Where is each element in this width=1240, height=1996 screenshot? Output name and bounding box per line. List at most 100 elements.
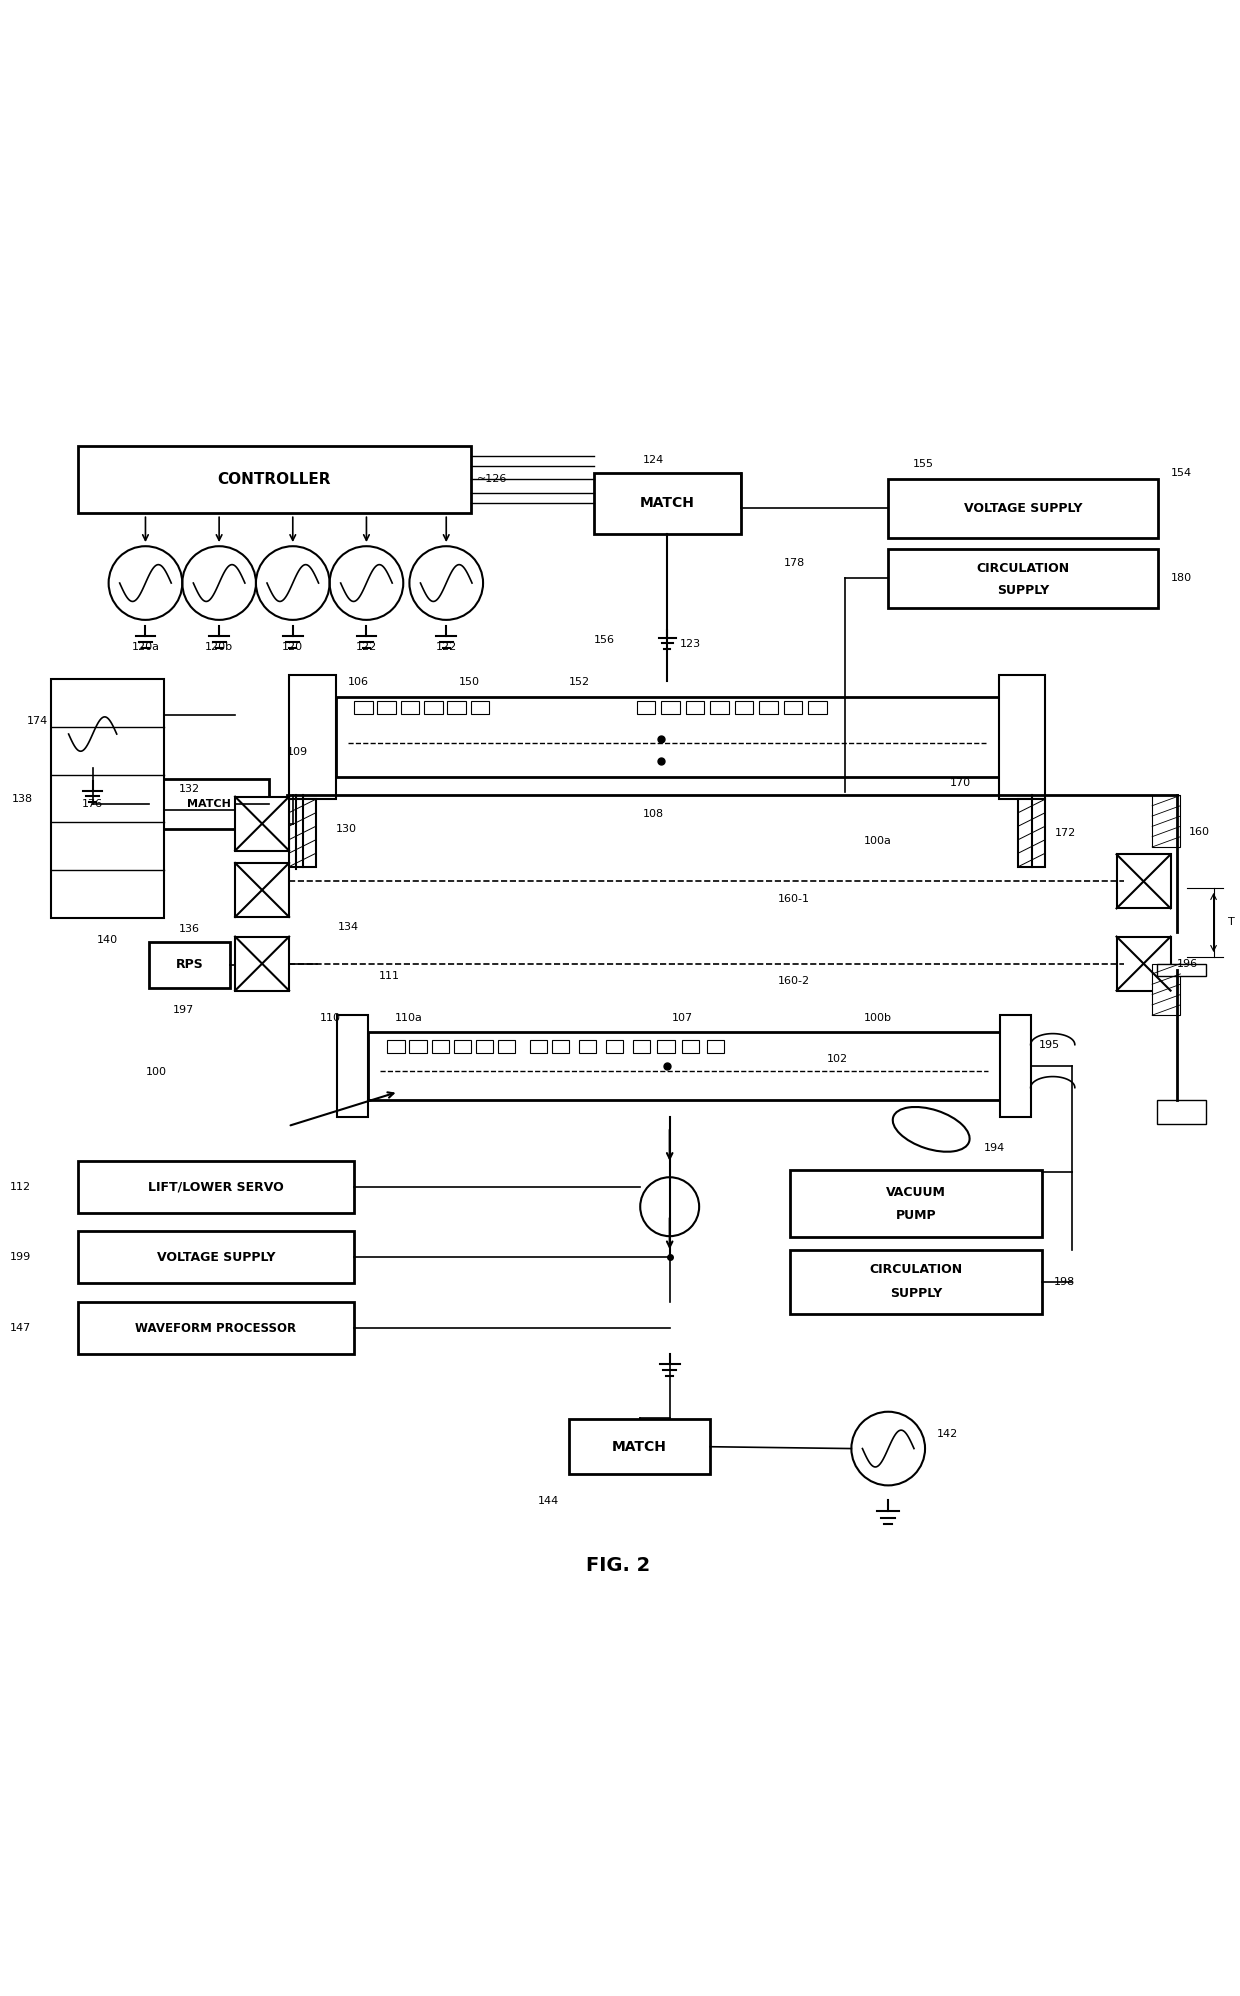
Bar — [78, 1162, 355, 1214]
Text: 107: 107 — [672, 1012, 693, 1022]
Bar — [236, 936, 289, 990]
Text: 109: 109 — [286, 747, 308, 756]
Bar — [682, 1040, 699, 1054]
Bar — [657, 1040, 675, 1054]
Bar — [149, 780, 269, 828]
Bar — [1152, 964, 1180, 1016]
Bar — [759, 701, 777, 715]
Text: 123: 123 — [680, 639, 701, 649]
Text: 110: 110 — [320, 1012, 341, 1022]
Bar — [735, 701, 753, 715]
Text: 160-1: 160-1 — [777, 894, 810, 904]
Text: 172: 172 — [1055, 828, 1076, 838]
Text: 122: 122 — [435, 643, 456, 653]
Bar — [711, 701, 729, 715]
Text: MATCH: MATCH — [613, 1439, 667, 1453]
Text: 132: 132 — [179, 784, 200, 794]
Bar — [454, 1040, 471, 1054]
Text: 106: 106 — [348, 677, 370, 687]
Text: 122: 122 — [356, 643, 377, 653]
Bar — [1018, 798, 1045, 866]
Bar — [790, 1249, 1042, 1313]
Bar — [78, 1303, 355, 1353]
Text: 176: 176 — [82, 798, 103, 808]
Bar — [476, 1040, 492, 1054]
Bar — [569, 1419, 711, 1475]
Bar — [236, 862, 289, 916]
Bar — [808, 701, 827, 715]
Text: 124: 124 — [642, 455, 663, 465]
Bar — [632, 1040, 650, 1054]
Text: 100: 100 — [145, 1066, 166, 1076]
Bar — [661, 701, 680, 715]
Bar — [387, 1040, 404, 1054]
Bar — [51, 679, 164, 918]
Text: 136: 136 — [179, 924, 200, 934]
Bar — [336, 697, 998, 776]
Text: 150: 150 — [459, 677, 480, 687]
Text: CIRCULATION: CIRCULATION — [869, 1263, 962, 1275]
Text: 199: 199 — [10, 1251, 31, 1261]
Bar — [552, 1040, 569, 1054]
Text: 111: 111 — [378, 970, 399, 980]
Text: 197: 197 — [172, 1006, 195, 1016]
Text: 178: 178 — [784, 559, 805, 569]
Text: 195: 195 — [1039, 1040, 1060, 1050]
Text: 134: 134 — [339, 922, 360, 932]
Bar — [606, 1040, 622, 1054]
Bar — [236, 796, 289, 850]
Text: 138: 138 — [11, 794, 32, 804]
Text: 154: 154 — [1171, 467, 1192, 477]
Bar — [636, 701, 655, 715]
Bar — [1157, 1100, 1207, 1124]
Bar — [78, 445, 471, 513]
Bar — [1152, 796, 1180, 846]
Text: SUPPLY: SUPPLY — [997, 585, 1049, 597]
Text: 152: 152 — [569, 677, 590, 687]
Text: VACUUM: VACUUM — [885, 1186, 946, 1200]
Bar — [368, 1032, 999, 1100]
Text: 155: 155 — [913, 459, 934, 469]
Text: ~126: ~126 — [477, 475, 507, 485]
Bar — [998, 675, 1045, 798]
Text: 130: 130 — [336, 824, 357, 834]
Text: 174: 174 — [26, 715, 47, 725]
Bar — [790, 1170, 1042, 1238]
Text: 142: 142 — [937, 1429, 959, 1439]
Text: 194: 194 — [985, 1144, 1006, 1154]
Text: CONTROLLER: CONTROLLER — [217, 471, 331, 487]
Bar — [337, 1016, 368, 1118]
Text: 102: 102 — [827, 1054, 848, 1064]
Text: VOLTAGE SUPPLY: VOLTAGE SUPPLY — [963, 501, 1083, 515]
Text: 120: 120 — [283, 643, 304, 653]
Text: 120b: 120b — [205, 643, 233, 653]
Bar — [888, 549, 1158, 607]
Bar — [355, 701, 372, 715]
Text: 108: 108 — [642, 808, 663, 818]
Text: RPS: RPS — [176, 958, 203, 972]
Bar — [497, 1040, 515, 1054]
Bar — [1157, 964, 1207, 976]
Text: FIG. 2: FIG. 2 — [587, 1555, 650, 1575]
Text: WAVEFORM PROCESSOR: WAVEFORM PROCESSOR — [135, 1321, 296, 1335]
Text: MATCH: MATCH — [640, 497, 694, 511]
Text: 120a: 120a — [131, 643, 160, 653]
Text: 100a: 100a — [863, 836, 892, 846]
Bar — [424, 701, 443, 715]
Text: 147: 147 — [10, 1323, 31, 1333]
Text: CIRCULATION: CIRCULATION — [977, 561, 1070, 575]
Bar — [401, 701, 419, 715]
Text: MATCH: MATCH — [187, 798, 231, 808]
Text: LIFT/LOWER SERVO: LIFT/LOWER SERVO — [148, 1180, 284, 1194]
Bar — [432, 1040, 449, 1054]
Text: T: T — [1229, 918, 1235, 928]
Bar — [409, 1040, 427, 1054]
Text: 196: 196 — [1177, 958, 1198, 968]
Text: 198: 198 — [1054, 1277, 1075, 1287]
Text: 160-2: 160-2 — [777, 976, 810, 986]
Text: 140: 140 — [97, 936, 118, 946]
Bar — [377, 701, 396, 715]
Bar — [149, 942, 231, 988]
Text: SUPPLY: SUPPLY — [890, 1287, 942, 1299]
Bar — [529, 1040, 547, 1054]
